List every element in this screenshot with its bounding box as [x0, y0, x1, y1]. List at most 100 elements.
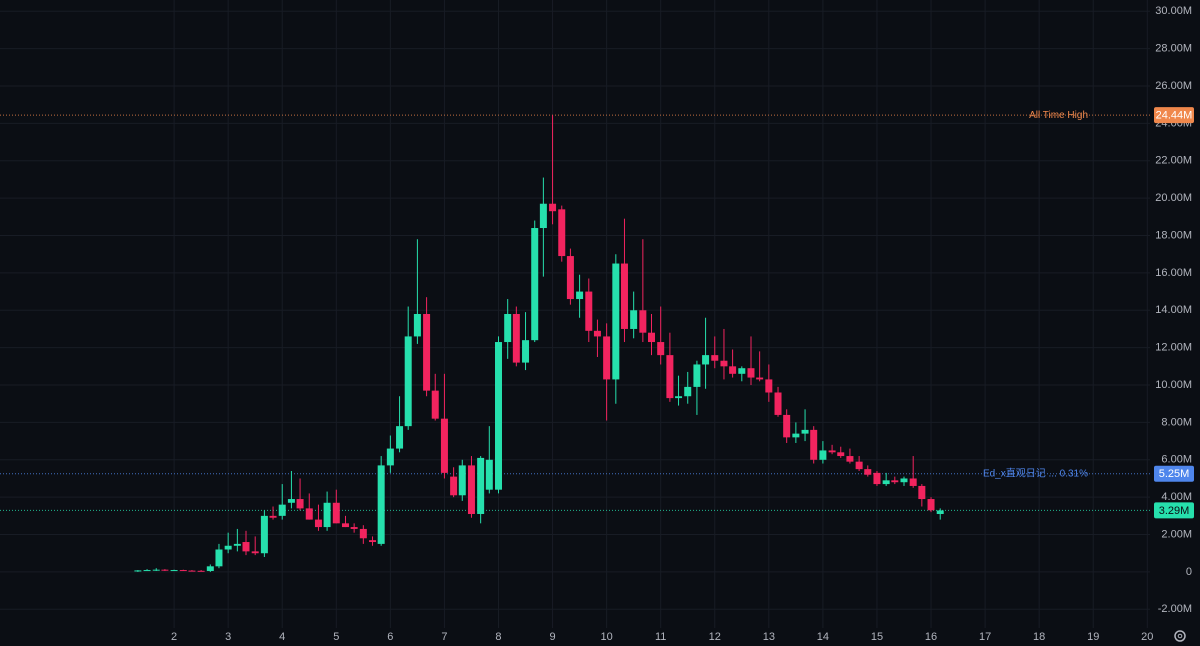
candle	[332, 489, 340, 524]
candle	[134, 570, 142, 572]
candle	[197, 570, 205, 572]
candle	[801, 409, 809, 442]
candle	[170, 569, 178, 572]
candle	[458, 459, 466, 501]
candle	[783, 409, 791, 443]
x-tick-label: 19	[1087, 631, 1099, 643]
candle-body	[233, 543, 241, 546]
candle-body	[278, 504, 286, 516]
x-tick-label: 3	[225, 631, 231, 643]
x-tick-label: 13	[763, 631, 775, 643]
candle	[918, 484, 926, 507]
candle	[593, 319, 601, 357]
candle	[828, 444, 836, 455]
candle	[224, 532, 232, 554]
candle-body	[720, 360, 728, 367]
candle	[450, 467, 458, 498]
candle	[522, 312, 530, 371]
candle-body	[702, 355, 710, 365]
candle	[531, 220, 539, 343]
candle-body	[810, 429, 818, 460]
candle	[693, 360, 701, 415]
candle-body	[423, 314, 431, 391]
candle	[512, 306, 520, 367]
candle	[341, 515, 349, 528]
candle-body	[269, 515, 277, 518]
candle-body	[585, 291, 593, 331]
candle-body	[792, 433, 800, 438]
x-tick-label: 7	[441, 631, 447, 643]
candle-body	[828, 450, 836, 453]
y-tick-label: 26.00M	[1155, 80, 1192, 92]
price-badge-label: 24.44M	[1156, 110, 1193, 122]
candle	[396, 396, 404, 453]
y-tick-label: 14.00M	[1155, 304, 1192, 316]
candle-body	[377, 465, 385, 544]
x-tick-label: 11	[655, 631, 666, 643]
candle	[837, 446, 845, 458]
candle	[359, 525, 367, 544]
candle-body	[657, 342, 665, 356]
candle	[413, 239, 421, 344]
candle	[738, 366, 746, 382]
candle	[576, 274, 584, 318]
candle-body	[512, 314, 520, 363]
candle	[603, 323, 611, 421]
candle	[639, 239, 647, 343]
candle	[927, 497, 935, 513]
y-tick-label: 28.00M	[1155, 43, 1192, 55]
reference-line-text: All Time High	[1029, 110, 1088, 121]
candle	[819, 441, 827, 464]
reference-line-text: Ed_x直观日记 ... 0.31%	[983, 466, 1088, 479]
candle	[756, 351, 764, 382]
y-tick-label: 22.00M	[1155, 155, 1192, 167]
x-tick-label: 6	[387, 631, 393, 643]
candle	[873, 471, 881, 486]
candle-body	[711, 355, 719, 361]
candle-body	[188, 570, 196, 572]
price-badge-label: 5.25M	[1159, 468, 1190, 480]
candle-body	[612, 263, 620, 380]
candle-body	[891, 480, 899, 483]
candle-body	[747, 368, 755, 378]
candle-body	[603, 336, 611, 380]
candle-body	[143, 570, 151, 572]
candle-body	[206, 566, 214, 571]
candle-body	[450, 476, 458, 496]
settings-icon[interactable]	[1174, 630, 1186, 642]
candle-body	[918, 485, 926, 500]
candle	[846, 448, 854, 464]
candle	[810, 426, 818, 464]
candle-body	[404, 336, 412, 427]
candle-body	[314, 519, 322, 528]
candle	[404, 306, 412, 430]
candle	[936, 508, 944, 520]
candle	[278, 484, 286, 520]
candle-body	[458, 465, 466, 496]
candle-body	[485, 459, 493, 490]
candle-body	[855, 461, 863, 470]
candle-body	[197, 570, 205, 572]
candle-body	[630, 310, 638, 329]
y-tick-label: 0	[1186, 566, 1192, 578]
candle	[711, 336, 719, 369]
candle-body	[693, 364, 701, 387]
candle	[251, 536, 259, 556]
candle-body	[873, 472, 881, 485]
y-tick-label: 16.00M	[1155, 267, 1192, 279]
candle-body	[323, 502, 331, 528]
candle-body	[539, 203, 547, 229]
candle-body	[593, 330, 601, 337]
candle-body	[936, 510, 944, 514]
candle-body	[179, 570, 187, 572]
candle	[675, 375, 683, 406]
candle-body	[666, 355, 674, 399]
x-tick-label: 10	[601, 631, 613, 643]
candle-body	[170, 570, 178, 572]
candle-body	[477, 457, 485, 514]
candle	[558, 205, 566, 262]
candle	[747, 336, 755, 386]
candle	[909, 456, 917, 488]
candle-body	[504, 314, 512, 343]
